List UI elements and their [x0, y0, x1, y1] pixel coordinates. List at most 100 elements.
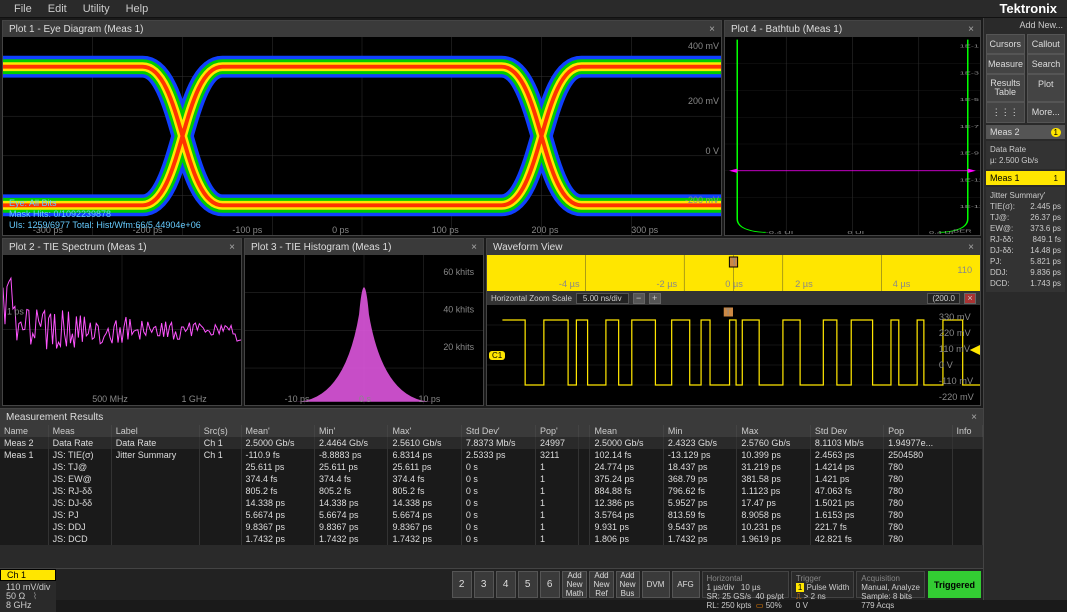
column-header[interactable] [579, 425, 590, 437]
svg-text:330 mV: 330 mV [939, 312, 972, 322]
zoom-value[interactable]: 5.00 ns/div [576, 293, 629, 304]
menu-file[interactable]: File [6, 3, 40, 15]
spectrum-canvas[interactable]: 500 MHz1 GHz 1 ps [3, 255, 241, 404]
column-header[interactable]: Std Dev' [461, 425, 535, 437]
channel-4-button[interactable]: 4 [496, 571, 516, 598]
zoom-minus-icon[interactable]: − [633, 293, 645, 304]
sidebar-more--button[interactable]: More... [1027, 102, 1066, 123]
acquisition-info[interactable]: Acquisition Manual, Analyze Sample: 8 bi… [856, 571, 925, 598]
sidebar-measure-button[interactable]: Measure [986, 54, 1025, 74]
afg-button[interactable]: AFG [672, 571, 700, 598]
sidebar-meas2-tab[interactable]: Meas 21 [986, 125, 1065, 139]
table-row[interactable]: JS: PJ5.6674 ps5.6674 ps5.6674 ps0 s13.5… [0, 509, 983, 521]
column-header[interactable]: Max [737, 425, 810, 437]
waveform-zoom-canvas[interactable]: T 330 mV220 mV110 mV0 V-110 mV-220 mV [487, 305, 980, 405]
add-new-bus-button[interactable]: AddNewBus [616, 571, 640, 598]
channel-5-button[interactable]: 5 [518, 571, 538, 598]
sidebar-add-new[interactable]: Add New... [986, 20, 1065, 32]
channel-3-button[interactable]: 3 [474, 571, 494, 598]
column-header[interactable]: Min' [314, 425, 387, 437]
jitter-row: PJ:5.821 ps [990, 256, 1061, 267]
plot3-title: Plot 3 - TIE Histogram (Meas 1) [251, 242, 391, 253]
horizontal-info[interactable]: Horizontal 1 µs/div 10 µs SR: 25 GS/s 40… [702, 571, 789, 598]
plot1-close-icon[interactable]: × [709, 24, 715, 35]
eye-info-uis: UIs: 1259/6977 Total: Hist/Wfm:66/5.4490… [9, 220, 201, 231]
svg-text:110 mV: 110 mV [939, 344, 971, 354]
svg-text:40 khits: 40 khits [443, 305, 474, 315]
column-header[interactable]: Label [111, 425, 199, 437]
zoom-label: Horizontal Zoom Scale [491, 294, 572, 303]
column-header[interactable]: Src(s) [199, 425, 241, 437]
zoom-close-icon[interactable]: × [964, 293, 976, 304]
table-row[interactable]: JS: DJ-δδ14.338 ps14.338 ps14.338 ps0 s1… [0, 497, 983, 509]
waveform-view: Waveform View × T -4 µs -2 µs 0 µs 2 µs … [486, 238, 981, 406]
channel-2-button[interactable]: 2 [452, 571, 472, 598]
column-header[interactable]: Mean' [241, 425, 314, 437]
add-new-ref-button[interactable]: AddNewRef [589, 571, 613, 598]
column-header[interactable]: Mean [590, 425, 663, 437]
table-row[interactable]: Meas 2Data RateData RateCh 12.5000 Gb/s2… [0, 437, 983, 449]
bottom-bar: Ch 1 110 mV/div 50 Ω ⌇ 8 GHz 23456 AddNe… [0, 568, 983, 600]
sidebar---button[interactable]: ⋮⋮⋮ [986, 102, 1025, 123]
waveform-close-icon[interactable]: × [968, 242, 974, 253]
svg-text:0 V: 0 V [939, 360, 954, 370]
svg-text:1E-1: 1E-1 [960, 43, 979, 49]
jitter-row: TJ@:26.37 ps [990, 212, 1061, 223]
channel-badge[interactable]: Ch 1 [0, 569, 56, 581]
svg-text:1E-3: 1E-3 [960, 70, 979, 76]
trigger-info[interactable]: Trigger 1 Pulse Width ⎍ > 2 ns 0 V [791, 571, 854, 598]
column-header[interactable]: Info [952, 425, 982, 437]
zoom-plus-icon[interactable]: + [649, 293, 661, 304]
sidebar-results-table-button[interactable]: Results Table [986, 74, 1025, 102]
menu-edit[interactable]: Edit [40, 3, 75, 15]
svg-text:500 MHz: 500 MHz [92, 394, 128, 404]
plot2-close-icon[interactable]: × [229, 242, 235, 253]
column-header[interactable]: Pop [884, 425, 952, 437]
sidebar-cursors-button[interactable]: Cursors [986, 34, 1025, 54]
column-header[interactable]: Pop' [536, 425, 579, 437]
results-close-icon[interactable]: × [971, 412, 977, 423]
triggered-status: Triggered [928, 571, 981, 598]
sidebar: Add New... CursorsCalloutMeasureSearchRe… [983, 18, 1067, 600]
table-row[interactable]: JS: TJ@25.611 ps25.611 ps25.611 ps0 s124… [0, 461, 983, 473]
menu-utility[interactable]: Utility [75, 3, 118, 15]
svg-text:-10 ps: -10 ps [285, 394, 310, 404]
column-header[interactable]: Std Dev [810, 425, 883, 437]
sidebar-meas1-tab[interactable]: Meas 11 [986, 171, 1065, 185]
channel-6-button[interactable]: 6 [540, 571, 560, 598]
waveform-overview[interactable]: T -4 µs -2 µs 0 µs 2 µs 4 µs 110 [487, 255, 980, 291]
results-table[interactable]: NameMeasLabelSrc(s)Mean'Min'Max'Std Dev'… [0, 425, 983, 545]
svg-text:1 GHz: 1 GHz [181, 394, 207, 404]
column-header[interactable]: Name [0, 425, 48, 437]
sidebar-search-button[interactable]: Search [1027, 54, 1065, 74]
svg-text:10 ps: 10 ps [419, 394, 441, 404]
y-tick: 0 V [705, 146, 719, 156]
dvm-button[interactable]: DVM [642, 571, 670, 598]
sidebar-callout-button[interactable]: Callout [1027, 34, 1066, 54]
svg-text:200 ps: 200 ps [532, 225, 559, 235]
meas2-title: Data Rate [990, 144, 1061, 155]
plot3-close-icon[interactable]: × [471, 242, 477, 253]
jitter-row: DJ-δδ:14.48 ps [990, 245, 1061, 256]
plot2-tie-spectrum: Plot 2 - TIE Spectrum (Meas 1) × 500 MHz… [2, 238, 242, 406]
svg-text:T: T [731, 257, 737, 267]
table-row[interactable]: JS: DDJ9.8367 ps9.8367 ps9.8367 ps0 s19.… [0, 521, 983, 533]
menu-help[interactable]: Help [118, 3, 157, 15]
plot4-close-icon[interactable]: × [968, 24, 974, 35]
table-row[interactable]: Meas 1JS: TIE(σ)Jitter SummaryCh 1-110.9… [0, 449, 983, 461]
add-new-math-button[interactable]: AddNewMath [562, 571, 588, 598]
svg-text:4 µs: 4 µs [893, 279, 911, 289]
table-row[interactable]: JS: RJ-δδ805.2 fs805.2 fs805.2 fs0 s1884… [0, 485, 983, 497]
column-header[interactable]: Min [663, 425, 736, 437]
jitter-row: TIE(σ):2.445 ps [990, 201, 1061, 212]
table-row[interactable]: JS: DCD1.7432 ps1.7432 ps1.7432 ps0 s11.… [0, 533, 983, 545]
column-header[interactable]: Meas [48, 425, 111, 437]
column-header[interactable]: Max' [388, 425, 461, 437]
waveform-ch-badge: C1 [489, 351, 505, 360]
svg-text:100 ps: 100 ps [432, 225, 459, 235]
sidebar-plot-button[interactable]: Plot [1027, 74, 1066, 102]
table-row[interactable]: JS: EW@374.4 fs374.4 fs374.4 fs0 s1375.2… [0, 473, 983, 485]
svg-text:-220 mV: -220 mV [939, 392, 975, 402]
bathtub-canvas[interactable]: 1E-11E-31E-51E-71E-91E-111E-13 -0.4 UI0 … [725, 37, 980, 235]
histogram-canvas[interactable]: 60 khits40 khits20 khits -10 ps0 s10 ps [245, 255, 483, 404]
